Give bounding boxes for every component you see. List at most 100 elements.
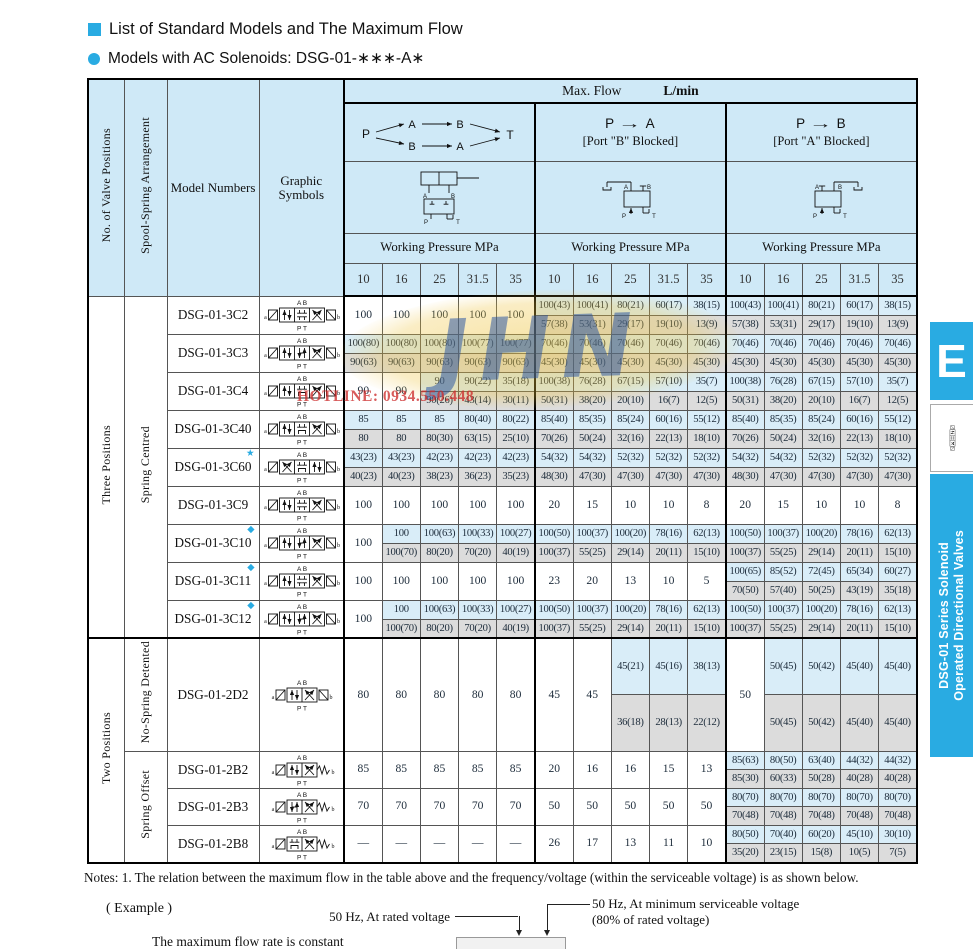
flow-value: 78(16): [648, 599, 689, 620]
flow-value: 100: [458, 485, 498, 525]
flow-value: 100: [458, 295, 498, 335]
flow-value: 100: [496, 561, 536, 601]
flow-value: 45(40): [839, 694, 880, 752]
flow-value: 57(38): [533, 314, 574, 335]
flow-value: 80(70): [839, 787, 880, 807]
flow-value: 35(7): [687, 371, 727, 392]
flow-value: 20: [533, 485, 574, 525]
flow-value: 100: [381, 523, 421, 544]
flow-value: 80(20): [419, 618, 460, 639]
flow-value: 16: [572, 750, 612, 789]
svg-text:P T: P T: [297, 817, 307, 824]
page-title: List of Standard Models and The Maximum …: [109, 20, 463, 38]
flow-value: 29(17): [610, 314, 651, 335]
flow-value: 40(23): [381, 466, 421, 487]
corner-valve-positions: No. of Valve Positions: [87, 78, 125, 297]
flow-value: 80: [496, 637, 536, 752]
flow-value: 78(16): [648, 523, 689, 544]
svg-text:P: P: [813, 214, 817, 220]
flow-value: 85: [419, 409, 460, 430]
flow-value: 50(42): [801, 694, 841, 752]
model-number: DSG-01-3C12 ◆: [166, 599, 260, 639]
svg-text:P T: P T: [297, 440, 307, 447]
flow-value: 80(22): [496, 409, 536, 430]
flow-value: 80: [342, 637, 383, 752]
sidebar-series-line2: Operated Directional Valves: [952, 530, 966, 701]
valve-symbol-icon: a b A B P T: [258, 371, 345, 411]
flow-value: 62(13): [878, 523, 918, 544]
flow-value: 60(16): [648, 409, 689, 430]
flow-value: 100: [342, 599, 383, 639]
port-diagram-pabt: A B P T: [343, 160, 536, 234]
flow-value: 55(25): [763, 618, 803, 639]
flow-value: 100(43): [724, 295, 765, 316]
flow-value: 19(10): [839, 314, 880, 335]
flow-value: 47(30): [878, 466, 918, 487]
flow-value: —: [419, 824, 460, 863]
svg-text:b: b: [337, 619, 340, 625]
flow-value: 70: [496, 787, 536, 826]
flow-value: 7(5): [878, 843, 918, 863]
flow-value: 80(40): [458, 409, 498, 430]
flow-value: 70: [458, 787, 498, 826]
flow-value: 54(32): [572, 447, 612, 468]
svg-text:a: a: [264, 505, 267, 511]
flow-value: 100: [342, 561, 383, 601]
flow-value: 10: [648, 561, 689, 601]
flow-value: 100(80): [419, 333, 460, 354]
sidebar-valve-icon: [930, 404, 973, 472]
flow-value: 70(26): [724, 428, 765, 449]
flow-value: 90: [419, 371, 460, 392]
square-bullet-icon: [88, 23, 101, 36]
valve-positions-label: Two Positions: [87, 637, 125, 863]
flow-value: 38(15): [878, 295, 918, 316]
valve-symbol-icon: a b A B P T: [258, 523, 345, 563]
flow-value: 90: [342, 371, 383, 411]
flow-value: 16(7): [839, 390, 880, 411]
svg-text:a: a: [264, 467, 267, 473]
flow-value: 70(48): [801, 806, 841, 826]
flow-value: 85(40): [724, 409, 765, 430]
flow-value: 55(25): [572, 542, 612, 563]
svg-text:P: P: [622, 214, 626, 220]
port-diagram-pa: A B P T: [533, 160, 727, 234]
flow-value: 54(32): [724, 447, 765, 468]
flow-value: 20(11): [648, 542, 689, 563]
flow-value: 18(10): [687, 428, 727, 449]
spring-arrangement-label: Spring Centred: [123, 295, 168, 639]
flow-value: 42(23): [419, 447, 460, 468]
flow-value: 10(5): [839, 843, 880, 863]
flow-value: 85(52): [763, 561, 803, 582]
flow-value: 35(20): [724, 843, 765, 863]
flow-value: —: [381, 824, 421, 863]
flow-value: 45(30): [839, 352, 880, 373]
flow-value: 100: [381, 485, 421, 525]
flow-value: 100(50): [724, 523, 765, 544]
flow-value: 43(23): [342, 447, 383, 468]
flow-value: 70(50): [724, 580, 765, 601]
svg-text:A B: A B: [296, 376, 306, 383]
flow-value: 38(20): [572, 390, 612, 411]
flow-value: 80(21): [801, 295, 841, 316]
pressure-tick: 31.5: [648, 262, 689, 297]
flow-value: 45(30): [801, 352, 841, 373]
flow-value: 16: [610, 750, 651, 789]
flow-value: 52(32): [878, 447, 918, 468]
flow-value: 45(21): [610, 637, 651, 695]
pressure-tick: 10: [724, 262, 765, 297]
svg-text:P T: P T: [297, 364, 307, 371]
flow-value: 22(12): [687, 694, 727, 752]
flow-value: 45(40): [878, 637, 918, 695]
flow-value: 45(10): [839, 824, 880, 845]
flow-value: 78(16): [839, 523, 880, 544]
flow-value: 90(63): [496, 352, 536, 373]
flow-value: 100(38): [533, 371, 574, 392]
flow-value: 85(63): [724, 750, 765, 770]
flow-value: 20: [724, 485, 765, 525]
flow-value: 80: [342, 428, 383, 449]
flow-value: 52(32): [648, 447, 689, 468]
flow-value: 52(32): [801, 447, 841, 468]
flow-value: 5: [687, 561, 727, 601]
callout-min-voltage: 50 Hz, At minimum serviceable voltage (8…: [592, 896, 800, 928]
pressure-tick: 16: [572, 262, 612, 297]
